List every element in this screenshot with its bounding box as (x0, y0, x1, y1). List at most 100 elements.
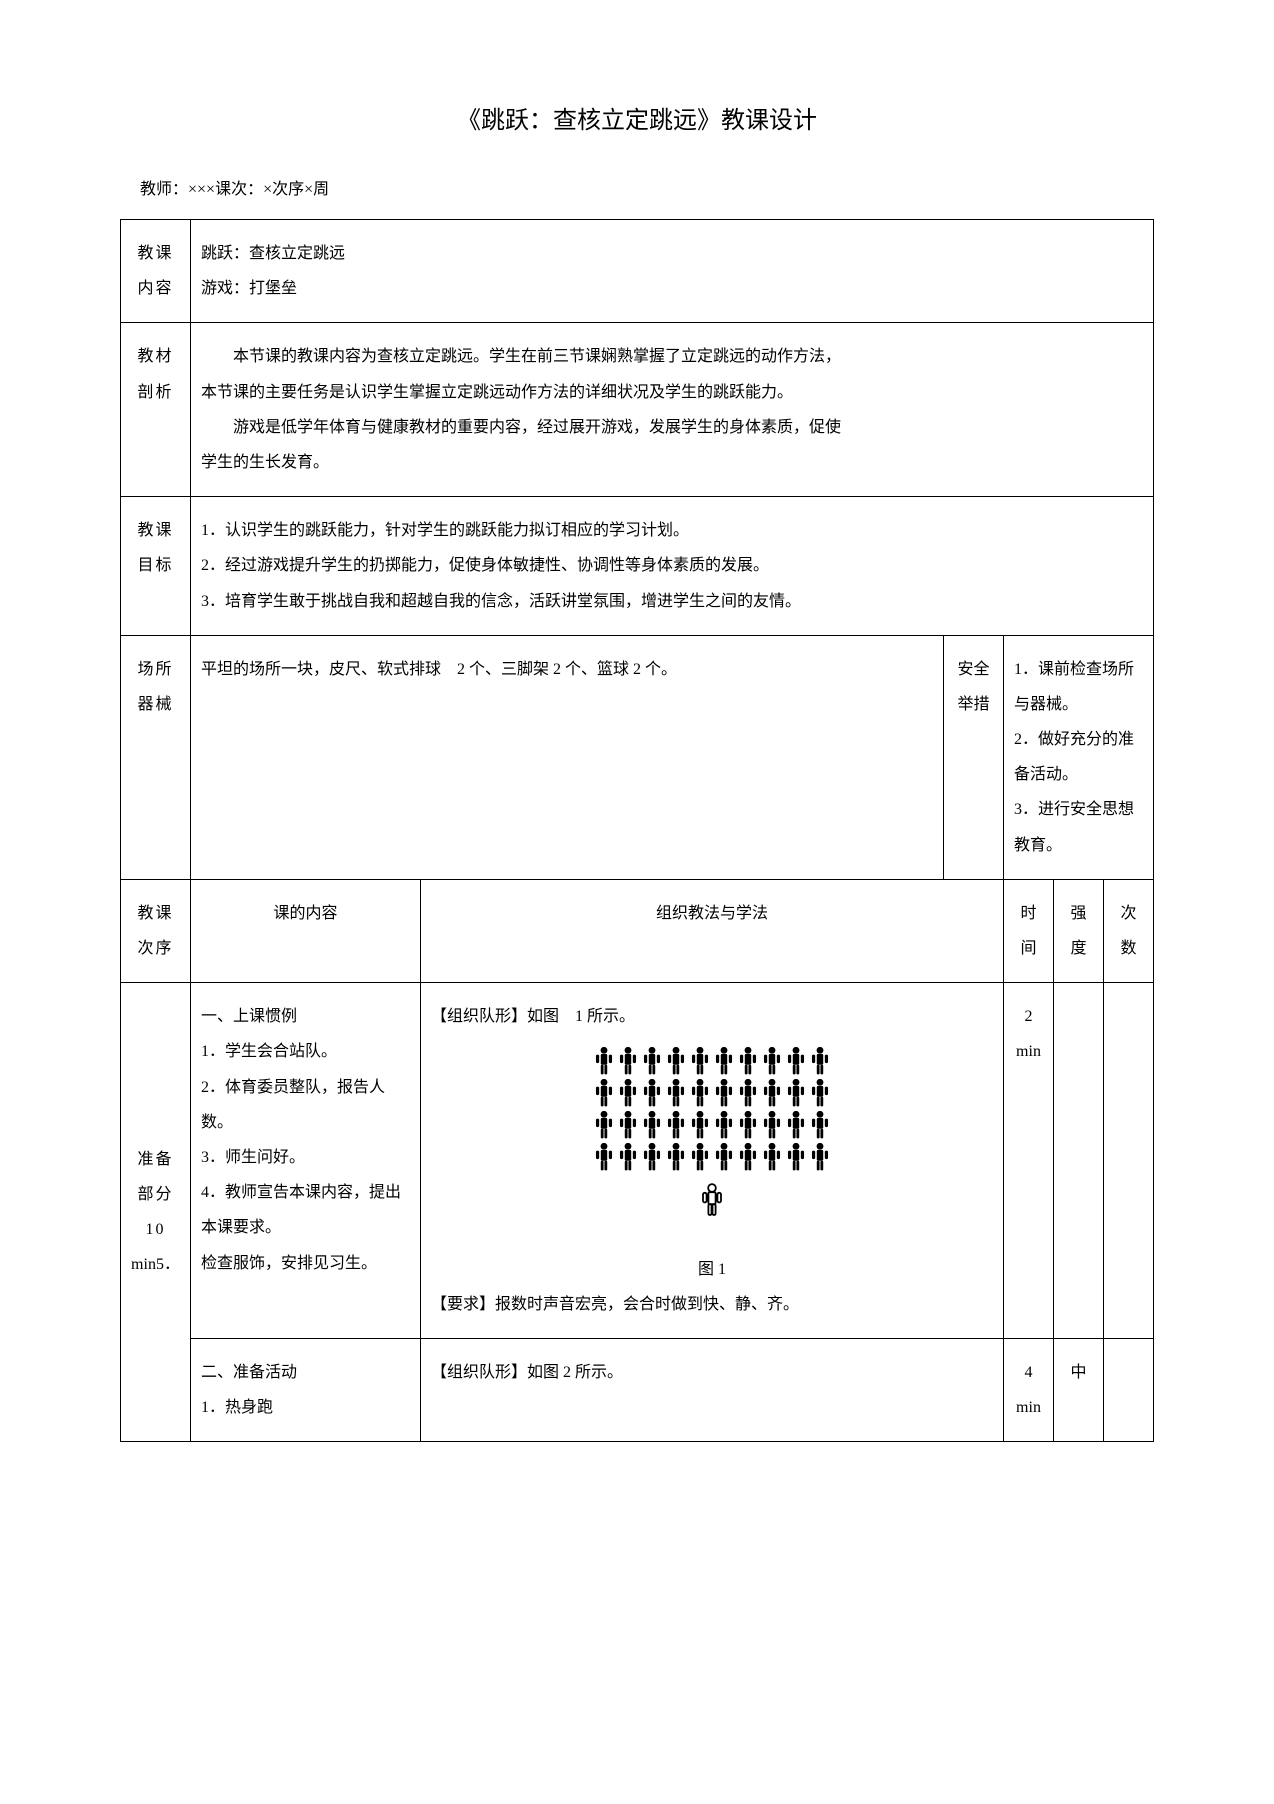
formation-row (431, 1046, 993, 1076)
time-1: 2 min (1004, 983, 1054, 1339)
student-icon (593, 1078, 615, 1108)
goal-3: 3．培育学生敢于挑战自我和超越自我的信念，活跃讲堂氛围，增进学生之间的友情。 (201, 584, 1143, 619)
goal-value: 1．认识学生的跳跃能力，针对学生的跳跃能力拟订相应的学习计划。 2．经过游戏提升… (191, 497, 1154, 636)
student-icon (617, 1142, 639, 1172)
lesson-plan-table: 教课内容 跳跃：查核立定跳远 游戏：打堡垒 教材剖析 本节课的教课内容为查核立定… (120, 219, 1154, 1442)
student-icon (761, 1046, 783, 1076)
teacher-info: 教师：×××课次：×次序×周 (140, 175, 1154, 199)
content-line2: 游戏：打堡垒 (201, 271, 1143, 306)
student-icon (617, 1110, 639, 1140)
student-icon (713, 1046, 735, 1076)
formation-row (431, 1078, 993, 1108)
figure-1 (431, 1034, 993, 1241)
time-2: 4 min (1004, 1338, 1054, 1441)
student-icon (785, 1110, 807, 1140)
method-1-req: 【要求】报数时声音宏亮，会合时做到快、静、齐。 (431, 1287, 993, 1322)
method-1: 【组织队形】如图 1 所示。 (421, 983, 1004, 1339)
goal-label: 教课目标 (121, 497, 191, 636)
student-icon (617, 1078, 639, 1108)
student-icon (737, 1046, 759, 1076)
pc-2: 1．学生会合站队。 (201, 1034, 410, 1069)
safety-value: 1．课前检查场所与器械。 2．做好充分的准备活动。 3．进行安全思想教育。 (1004, 635, 1154, 879)
teacher-icon (700, 1182, 724, 1218)
material-p4: 学生的生长发育。 (201, 445, 1143, 480)
venue-value: 平坦的场所一块，皮尺、软式排球 2 个、三脚架 2 个、篮球 2 个。 (191, 635, 944, 879)
method-header: 组织教法与学法 (421, 879, 1004, 982)
teacher-row (431, 1174, 993, 1231)
student-icon (665, 1078, 687, 1108)
student-icon (641, 1142, 663, 1172)
student-icon (713, 1078, 735, 1108)
student-icon (689, 1046, 711, 1076)
prep-l2: 部分 (131, 1177, 180, 1212)
pc2-1: 二、准备活动 (201, 1355, 410, 1390)
student-icon (761, 1142, 783, 1172)
safety-2: 2．做好充分的准备活动。 (1014, 722, 1143, 792)
student-icon (689, 1110, 711, 1140)
prep-content-2: 二、准备活动 1．热身跑 (191, 1338, 421, 1441)
intensity-2: 中 (1054, 1338, 1104, 1441)
pc-5: 4．教师宣告本课内容，提出本课要求。 (201, 1175, 410, 1245)
student-icon (737, 1078, 759, 1108)
formation-row (431, 1110, 993, 1140)
pc2-2: 1．热身跑 (201, 1390, 410, 1425)
student-icon (761, 1078, 783, 1108)
method-1-title: 【组织队形】如图 1 所示。 (431, 999, 993, 1034)
pc-4: 3．师生问好。 (201, 1140, 410, 1175)
student-icon (785, 1142, 807, 1172)
student-icon (593, 1110, 615, 1140)
content-line1: 跳跃：查核立定跳远 (201, 236, 1143, 271)
student-icon (689, 1078, 711, 1108)
fig1-caption: 图 1 (431, 1252, 993, 1287)
student-icon (809, 1142, 831, 1172)
time-header: 时间 (1004, 879, 1054, 982)
student-icon (641, 1110, 663, 1140)
student-icon (785, 1046, 807, 1076)
student-icon (641, 1078, 663, 1108)
pc-6: 检查服饰，安排见习生。 (201, 1246, 410, 1281)
material-p3: 游戏是低学年体育与健康教材的重要内容，经过展开游戏，发展学生的身体素质，促使 (201, 410, 1143, 445)
student-icon (713, 1142, 735, 1172)
seq-label: 教课次序 (121, 879, 191, 982)
student-icon (809, 1078, 831, 1108)
content-label: 教课内容 (121, 220, 191, 323)
student-icon (809, 1046, 831, 1076)
pc-1: 一、上课惯例 (201, 999, 410, 1034)
prep-l4: min5． (131, 1247, 180, 1282)
student-icon (737, 1142, 759, 1172)
material-value: 本节课的教课内容为查核立定跳远。学生在前三节课娴熟掌握了立定跳远的动作方法， 本… (191, 323, 1154, 497)
safety-3: 3．进行安全思想教育。 (1014, 792, 1143, 862)
student-icon (689, 1142, 711, 1172)
safety-1: 1．课前检查场所与器械。 (1014, 652, 1143, 722)
student-icon (665, 1046, 687, 1076)
student-icon (617, 1046, 639, 1076)
intensity-1 (1054, 983, 1104, 1339)
safety-label: 安全举措 (944, 635, 1004, 879)
material-label: 教材剖析 (121, 323, 191, 497)
prep-phase-label: 准备 部分 10 min5． (121, 983, 191, 1442)
formation-row (431, 1142, 993, 1172)
material-p1: 本节课的教课内容为查核立定跳远。学生在前三节课娴熟掌握了立定跳远的动作方法， (201, 339, 1143, 374)
document-title: 《跳跃：查核立定跳远》教课设计 (120, 100, 1154, 135)
content-header: 课的内容 (191, 879, 421, 982)
count-2 (1104, 1338, 1154, 1441)
student-icon (785, 1078, 807, 1108)
goal-1: 1．认识学生的跳跃能力，针对学生的跳跃能力拟订相应的学习计划。 (201, 513, 1143, 548)
prep-l1: 准备 (131, 1142, 180, 1177)
student-icon (641, 1046, 663, 1076)
prep-l3: 10 (131, 1212, 180, 1247)
prep-content-1: 一、上课惯例 1．学生会合站队。 2．体育委员整队，报告人数。 3．师生问好。 … (191, 983, 421, 1339)
content-value: 跳跃：查核立定跳远 游戏：打堡垒 (191, 220, 1154, 323)
student-icon (713, 1110, 735, 1140)
method-2: 【组织队形】如图 2 所示。 (421, 1338, 1004, 1441)
goal-2: 2．经过游戏提升学生的扔掷能力，促使身体敏捷性、协调性等身体素质的发展。 (201, 548, 1143, 583)
student-icon (665, 1142, 687, 1172)
pc-3: 2．体育委员整队，报告人数。 (201, 1070, 410, 1140)
material-p2: 本节课的主要任务是认识学生掌握立定跳远动作方法的详细状况及学生的跳跃能力。 (201, 375, 1143, 410)
method-2-title: 【组织队形】如图 2 所示。 (431, 1355, 993, 1390)
count-1 (1104, 983, 1154, 1339)
student-icon (737, 1110, 759, 1140)
count-header: 次数 (1104, 879, 1154, 982)
student-icon (761, 1110, 783, 1140)
student-icon (809, 1110, 831, 1140)
